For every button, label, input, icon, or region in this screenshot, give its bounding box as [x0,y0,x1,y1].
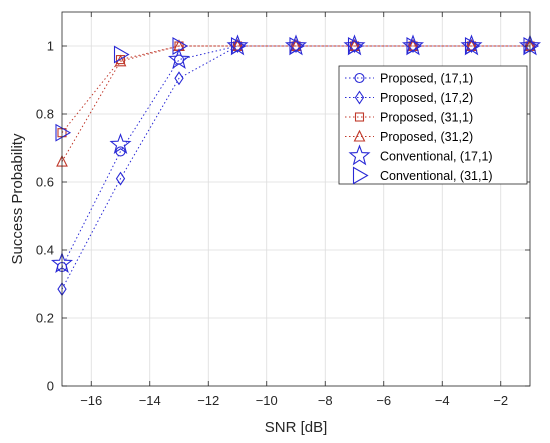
data-point-series-1 [174,71,184,86]
y-tick-label: 0 [47,379,54,394]
x-tick-label: −12 [197,393,219,408]
data-point-series-4 [167,48,191,69]
y-tick-label: 1 [47,39,54,54]
legend-label-4: Conventional, (17,1) [380,150,493,164]
x-axis-label: SNR [dB] [265,419,328,436]
data-point-series-5 [113,45,130,64]
x-tick-label: −8 [318,393,333,408]
series-lines [61,45,530,290]
data-point-series-4 [109,133,132,154]
y-tick-label: 0.6 [36,175,54,190]
data-point-series-5 [523,37,540,55]
data-point-series-1 [466,39,477,53]
x-tick-label: −16 [80,393,102,408]
y-tick-label: 0.4 [36,243,54,258]
legend-marker-4 [348,144,371,166]
legend-label-0: Proposed, (17,1) [380,72,473,86]
data-point-series-1 [291,39,301,53]
legend: Proposed, (17,1) Proposed, (17,2) Proposed… [338,65,528,185]
legend-label-5: Conventional, (31,1) [380,169,493,183]
series-line-3 [61,45,530,162]
data-point-series-5 [347,37,364,55]
data-point-series-1 [349,39,360,53]
legend-marker-5 [352,166,369,185]
series-line-0 [61,45,530,268]
legend-label-2: Proposed, (31,1) [380,111,473,125]
legend-marker-3 [353,129,366,142]
x-tick-label: −14 [139,393,161,408]
data-point-series-5 [289,37,306,55]
legend-label-1: Proposed, (17,2) [380,91,473,105]
x-tick-label: −2 [493,393,508,408]
legend-label-3: Proposed, (31,2) [380,130,473,144]
data-point-series-5 [464,37,481,55]
data-point-series-5 [172,37,189,55]
x-tick-label: −10 [256,393,278,408]
series-markers [50,34,542,297]
data-point-series-5 [406,37,423,55]
y-tick-label: 0.2 [36,311,54,326]
data-point-series-5 [55,123,72,142]
y-tick-label: 0.8 [36,107,54,122]
data-point-series-1 [408,39,418,53]
legend-marker-0 [354,72,365,84]
legend-box [338,65,528,185]
y-axis-label: Success Probability [9,133,26,264]
legend-marker-2 [354,112,365,122]
data-point-series-1 [232,39,243,53]
data-point-series-5 [230,37,247,55]
x-tick-label: −6 [376,393,391,408]
data-point-series-1 [115,171,126,186]
axis-ticks: −16 −14 −12 −10 −8 −6 −4 −2 0 0.2 0.4 0.6 0.8 1 [36,12,530,408]
plot-frame [61,11,531,387]
legend-marker-1 [354,90,365,105]
x-tick-label: −4 [435,393,450,408]
